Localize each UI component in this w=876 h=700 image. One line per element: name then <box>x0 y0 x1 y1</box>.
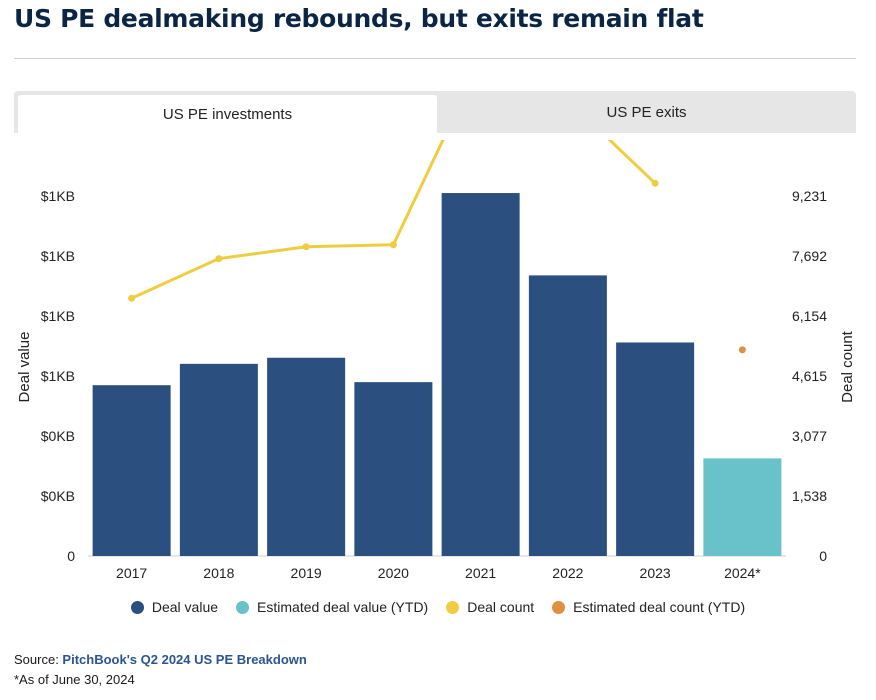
right-tick-label: 3,077 <box>792 428 827 444</box>
bar-deal-value-2022 <box>528 275 607 556</box>
legend-item-estimated-deal-value[interactable]: Estimated deal value (YTD) <box>236 599 428 615</box>
point-deal-count-2020 <box>389 241 397 249</box>
legend-swatch-deal-count <box>446 600 460 614</box>
right-tick-label: 6,154 <box>792 308 827 324</box>
x-tick-label-2019: 2019 <box>291 565 322 581</box>
legend-item-deal-value[interactable]: Deal value <box>130 599 219 615</box>
y-axis-left-title: Deal value <box>16 332 33 403</box>
legend-label-deal-count: Deal count <box>467 599 535 615</box>
left-tick-label: $1KB <box>41 308 75 324</box>
x-tick-label-2024: 2024* <box>724 565 761 581</box>
point-deal-count-2019 <box>302 243 310 251</box>
legend-label-estimated-deal-value: Estimated deal value (YTD) <box>257 599 429 615</box>
line-deal-count <box>130 140 657 300</box>
right-tick-label: 1,538 <box>792 488 827 504</box>
bar-deal-value-2018 <box>179 363 258 556</box>
x-tick-label-2023: 2023 <box>640 565 671 581</box>
x-tick-label-2020: 2020 <box>378 565 409 581</box>
tab-bar: US PE investments US PE exits <box>14 91 856 133</box>
x-tick-label-2021: 2021 <box>465 565 496 581</box>
x-tick-label-2022: 2022 <box>552 565 583 581</box>
right-tick-label: 4,615 <box>792 368 827 384</box>
left-tick-label: $1KB <box>41 248 75 264</box>
x-tick-label-2017: 2017 <box>116 565 147 581</box>
legend-swatch-estimated-deal-count <box>552 600 566 614</box>
left-tick-label: $0KB <box>41 488 75 504</box>
source-link[interactable]: PitchBook's Q2 2024 US PE Breakdown <box>62 652 307 667</box>
y-axis-right-title: Deal count <box>839 330 856 403</box>
legend-swatch-estimated-deal-value <box>236 600 250 614</box>
source-line: Source: PitchBook's Q2 2024 US PE Breakd… <box>14 652 307 667</box>
legend-label-deal-value: Deal value <box>151 599 219 615</box>
title-divider <box>14 58 856 59</box>
source-prefix: Source: <box>14 652 63 667</box>
right-tick-label: 7,692 <box>792 248 827 264</box>
tab-us-pe-exits[interactable]: US PE exits <box>606 103 687 121</box>
point-estimated-deal-count-2024 <box>738 346 746 354</box>
bar-estimated-deal-value-2024 <box>703 458 782 556</box>
left-tick-label: $1KB <box>41 368 75 384</box>
bar-deal-value-2023 <box>616 342 695 556</box>
legend: Deal value Estimated deal value (YTD) De… <box>0 599 876 615</box>
point-deal-count-2023 <box>651 179 659 187</box>
bar-deal-value-2017 <box>92 385 171 556</box>
right-tick-label: 0 <box>819 548 827 564</box>
legend-swatch-deal-value <box>130 600 144 614</box>
right-tick-label: 9,231 <box>792 188 827 204</box>
bar-deal-value-2020 <box>354 382 433 556</box>
left-tick-label: $1KB <box>41 188 75 204</box>
left-tick-label: 0 <box>67 548 75 564</box>
tab-us-pe-investments[interactable]: US PE investments <box>18 95 437 133</box>
left-tick-label: $0KB <box>41 428 75 444</box>
point-deal-count-2018 <box>215 255 223 263</box>
bar-deal-value-2019 <box>267 357 346 556</box>
x-tick-label-2018: 2018 <box>203 565 234 581</box>
point-deal-count-2017 <box>128 294 136 302</box>
bar-deal-value-2021 <box>441 193 520 557</box>
legend-item-deal-count[interactable]: Deal count <box>446 599 534 615</box>
legend-label-estimated-deal-count: Estimated deal count (YTD) <box>573 599 746 615</box>
chart-title: US PE dealmaking rebounds, but exits rem… <box>14 4 704 33</box>
legend-item-estimated-deal-count[interactable]: Estimated deal count (YTD) <box>552 599 745 615</box>
chart-plot: 0 $0KB $0KB $1KB $1KB $1KB $1KB 0 1,538 3,077 4,61… <box>16 140 856 581</box>
footnote: *As of June 30, 2024 <box>14 672 135 687</box>
